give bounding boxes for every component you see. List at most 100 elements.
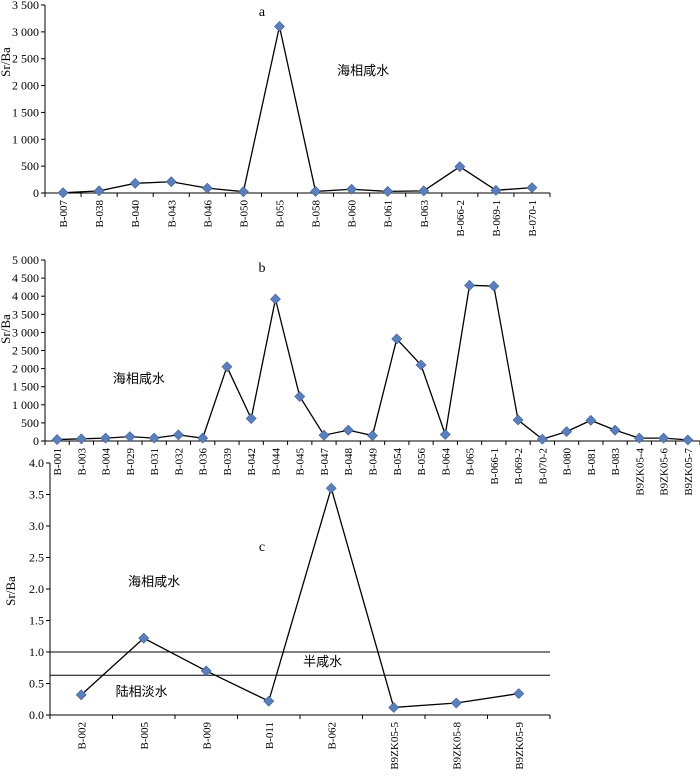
y-tick-label: 2 000: [12, 79, 39, 93]
y-tick-label: 3 000: [12, 25, 39, 39]
data-point: [310, 185, 321, 197]
x-tick-label: B-064: [440, 448, 452, 476]
data-point: [165, 176, 177, 188]
x-tick-label: B-044: [270, 448, 282, 476]
x-tick-label: B-058: [311, 200, 323, 228]
chart-panel-c: 0.0 0.5 1.0 1.5 2.0 2.5 3.0 3.5 4.0 B-002 B-005 B-0…: [3, 456, 551, 770]
y-tick-label: 2.5: [29, 551, 44, 565]
x-tick-label: B-040: [130, 200, 142, 228]
data-point: [367, 430, 378, 441]
x-tick-label: B-065: [465, 448, 477, 476]
x-tick-label: B-047: [319, 448, 331, 476]
x-tick-label: B9ZK05-4: [634, 448, 646, 496]
y-tick-label: 3 000: [12, 325, 39, 339]
panel-label: c: [259, 540, 265, 555]
data-point: [100, 432, 112, 444]
x-tick-label: B9ZK05-5: [389, 722, 401, 770]
annotation-label: 海相咸水: [113, 371, 165, 386]
y-tick-label: 5 000: [12, 253, 39, 267]
x-tick-label: B-036: [198, 448, 210, 476]
y-tick-label: 1.5: [29, 614, 44, 628]
data-point: [512, 414, 524, 426]
x-tick-label: B-038: [94, 200, 106, 228]
data-point: [439, 429, 451, 440]
x-tick-label: B-045: [295, 448, 307, 476]
data-point: [464, 279, 475, 291]
x-tick-label: B9ZK05-6: [659, 448, 671, 496]
data-point: [75, 689, 87, 701]
data-point: [585, 414, 597, 426]
x-tick-label: B-054: [392, 448, 404, 476]
y-tick-label: 500: [21, 159, 39, 173]
data-point: [342, 424, 354, 436]
x-tick-label: B-070-2: [537, 448, 549, 485]
data-point: [318, 429, 330, 441]
y-tick-label: 4 000: [12, 289, 39, 303]
panel-label: b: [259, 261, 266, 276]
data-point: [490, 184, 502, 196]
data-point: [75, 433, 87, 445]
panel-label: a: [259, 5, 266, 20]
data-point: [454, 161, 466, 173]
x-tick-label: B-060: [347, 200, 359, 228]
data-point: [609, 424, 621, 436]
y-tick-label: 1 000: [12, 398, 39, 412]
x-tick-label: B-056: [416, 448, 428, 476]
x-tick-label: B-001: [52, 448, 64, 476]
data-point: [382, 185, 394, 197]
data-point: [561, 426, 572, 438]
x-tick-label: B9ZK05-8: [451, 722, 463, 770]
x-tick-label: B-055: [274, 200, 286, 228]
x-tick-label: B-009: [201, 722, 213, 750]
x-tick-label: B-029: [125, 448, 137, 476]
data-point: [221, 361, 233, 373]
x-tick-label: B9ZK05-9: [514, 722, 526, 770]
y-tick-label: 1 000: [12, 132, 39, 146]
data-point: [346, 183, 358, 195]
data-point: [93, 185, 105, 197]
y-axis-label: Sr/Ba: [0, 47, 13, 77]
x-tick-label: B-083: [610, 448, 622, 476]
y-tick-label: 3 500: [12, 0, 39, 12]
annotation-label: 海相咸水: [337, 63, 389, 78]
x-tick-label: B-032: [173, 448, 185, 476]
x-tick-label: B-004: [101, 448, 113, 476]
data-point: [633, 432, 645, 444]
x-tick-label: B-039: [222, 448, 234, 476]
y-tick-label: 4 500: [12, 271, 39, 285]
x-tick-label: B-003: [76, 448, 88, 476]
x-tick-label: B-066-1: [489, 448, 501, 485]
series-line: [63, 26, 533, 194]
y-tick-label: 2.0: [29, 582, 44, 596]
x-tick-label: B-046: [202, 200, 214, 228]
x-tick-label: B-080: [562, 448, 574, 476]
data-point: [388, 702, 400, 713]
data-point: [294, 391, 306, 402]
data-point: [57, 187, 69, 199]
y-tick-label: 4.0: [29, 456, 44, 470]
data-point: [418, 185, 430, 197]
y-tick-label: 0: [33, 186, 39, 200]
data-point: [658, 432, 670, 444]
data-point: [197, 432, 209, 444]
y-tick-label: 3.0: [29, 519, 44, 533]
annotation-label: 半咸水: [303, 654, 342, 669]
data-point: [391, 333, 403, 345]
chart-panel-a: 0 500 1 000 1 500 2 000 2 500 3 000 3 500 B-007 B…: [0, 0, 551, 237]
data-point: [513, 688, 525, 700]
series-line: [57, 284, 688, 441]
x-tick-label: B-061: [383, 200, 395, 228]
x-tick-label: B-069-2: [513, 448, 525, 485]
data-point: [51, 434, 63, 445]
data-point: [274, 21, 285, 32]
x-tick-label: B-007: [58, 200, 70, 228]
data-point: [200, 665, 212, 677]
chart-panel-b: 0 500 1 000 1 500 2 000 2 500 3 000 3 500 4 000 4…: [0, 253, 700, 496]
x-tick-label: B-081: [586, 448, 598, 476]
y-tick-label: 3 500: [12, 307, 39, 321]
y-tick-label: 2 000: [12, 362, 39, 376]
y-tick-label: 0: [33, 434, 39, 448]
data-point: [245, 413, 257, 424]
x-tick-label: B-005: [139, 722, 151, 750]
